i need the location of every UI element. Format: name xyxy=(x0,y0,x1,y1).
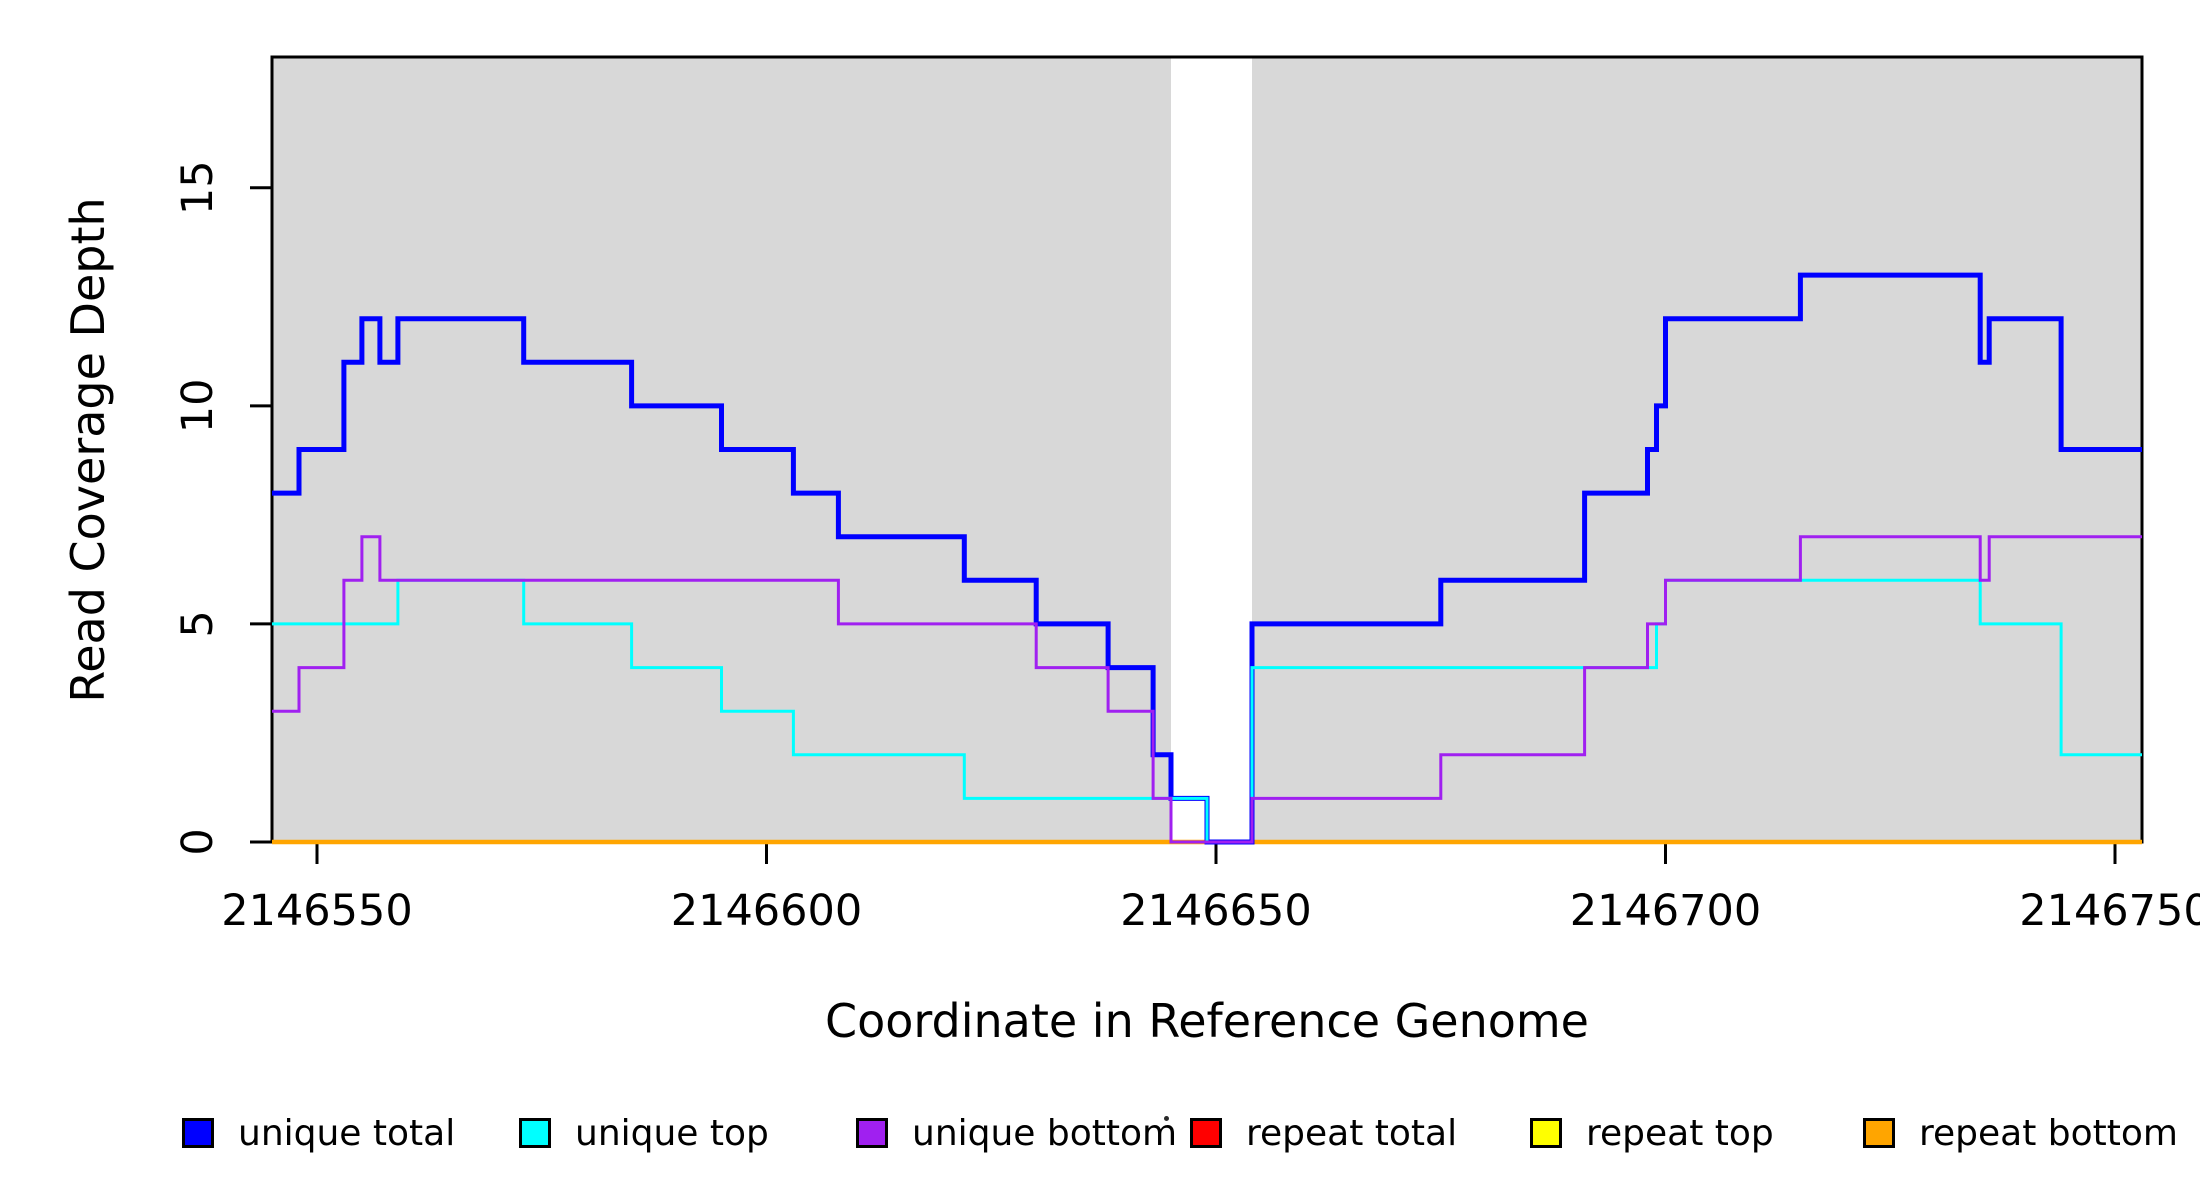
x-tick-label: 2146550 xyxy=(221,886,413,936)
x-tick-label: 2146600 xyxy=(671,886,863,936)
y-axis-title: Read Coverage Depth xyxy=(61,197,115,703)
series-line-unique-total xyxy=(272,272,2142,845)
plot-background-band xyxy=(1252,57,2142,842)
x-axis-title: Coordinate in Reference Genome xyxy=(825,994,1589,1048)
y-tick-label: 0 xyxy=(173,828,223,855)
series-line-unique-top xyxy=(272,578,2142,844)
x-tick-label: 2146750 xyxy=(2019,886,2200,936)
series-line-unique-bottom xyxy=(272,535,2142,844)
x-tick-label: 2146700 xyxy=(1570,886,1762,936)
y-tick-label: 5 xyxy=(173,610,223,637)
y-tick-label: 15 xyxy=(173,160,223,215)
x-tick-label: 2146650 xyxy=(1120,886,1312,936)
y-tick-label: 10 xyxy=(173,379,223,434)
